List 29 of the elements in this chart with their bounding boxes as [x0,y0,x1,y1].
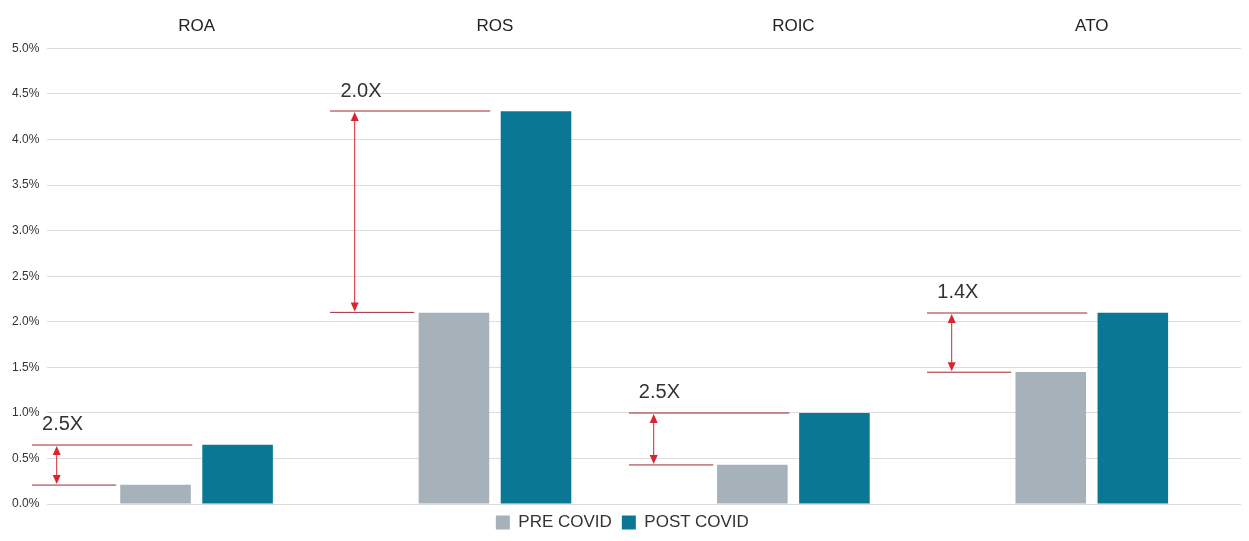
x-tick-label: ATO [1075,15,1109,35]
bar [120,484,191,504]
annotation: 2.0X [340,78,382,101]
y-tick-label: 0.5% [11,450,40,465]
annotation: 2.5X [42,412,84,435]
y-tick-label: 1.0% [11,405,40,420]
bar [500,111,572,504]
x-tick-label: ROIC [772,15,815,35]
y-tick-label: 0.0% [11,496,40,511]
bar [1097,312,1169,504]
y-tick-label: 2.0% [11,314,40,329]
bar [202,444,273,504]
x-tick-label: ROA [178,15,216,35]
y-tick-label: 5.0% [11,40,40,55]
x-tick-label: ROS [476,15,514,35]
y-tick-label: 4.0% [11,131,40,146]
y-tick-label: 1.5% [11,359,40,374]
legend-label: POST COVID [644,512,749,532]
y-tick-label: 3.0% [11,222,40,237]
y-tick-label: 3.5% [11,177,40,192]
annotation: 1.4X [937,280,979,303]
annotation: 2.5X [638,380,680,403]
bar [799,412,870,504]
legend-label: PRE COVID [518,512,612,532]
y-tick-label: 2.5% [11,268,40,283]
y-tick-label: 4.5% [11,86,40,101]
bar [418,312,490,504]
bar [717,464,788,504]
bar [1015,371,1087,504]
